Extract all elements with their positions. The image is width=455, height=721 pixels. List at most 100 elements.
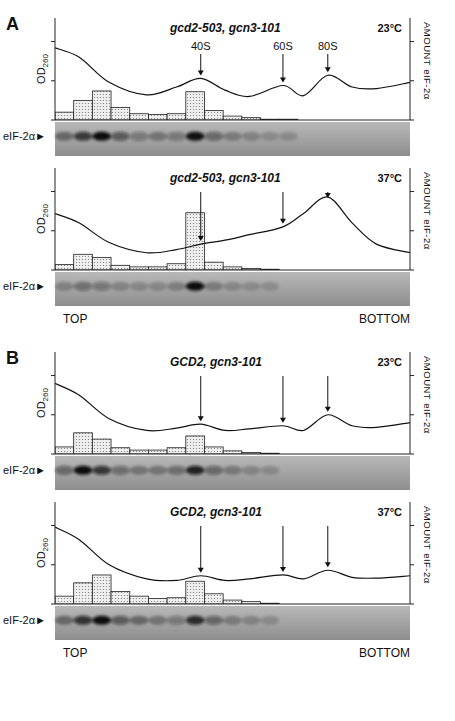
bar: [167, 448, 186, 454]
axes: [51, 352, 414, 454]
panel: 40S60S80Sgcd2-503, gcn3-10123°COD260AMOU…: [3, 14, 433, 156]
bar: [74, 583, 93, 604]
blot-band: [242, 616, 261, 625]
bar: [55, 265, 74, 270]
blot-band: [130, 616, 149, 625]
y2-axis: [410, 18, 411, 120]
arrow-head: [198, 568, 204, 573]
annotation-label: 40S: [191, 40, 211, 52]
blot-band: [261, 132, 280, 141]
bar: [92, 575, 111, 604]
blot-band: [204, 282, 223, 291]
bar: [111, 107, 130, 120]
bands: [55, 616, 279, 625]
bar: [204, 262, 223, 270]
x-axis: [55, 604, 410, 605]
blot-band: [111, 282, 130, 291]
y-tick: [51, 564, 55, 565]
blot-band: [261, 616, 280, 625]
blot-label: eIF-2α►: [3, 130, 46, 142]
y-tick: [51, 120, 55, 121]
blot-label: eIF-2α►: [3, 614, 46, 626]
blot-band: [261, 282, 280, 291]
blot-band: [55, 282, 74, 291]
panel-subtitle: 23°C: [377, 22, 402, 34]
blot-band: [242, 282, 261, 291]
arrow-head: [325, 562, 331, 567]
blot-band: [74, 132, 93, 141]
panel-letter: A: [6, 14, 19, 34]
y-tick: [51, 191, 55, 192]
y2-axis: [410, 168, 411, 270]
blot-band: [74, 616, 93, 625]
marks: [55, 527, 410, 604]
bar: [92, 439, 111, 454]
y2-axis: [410, 352, 411, 454]
blot-band: [92, 616, 111, 625]
bar: [55, 112, 74, 120]
arrow-head: [280, 418, 286, 423]
y-tick: [51, 375, 55, 376]
y2-tick: [410, 454, 414, 455]
annotation-arrow: [200, 376, 201, 417]
blot-band: [167, 282, 186, 291]
bands: [55, 466, 279, 475]
marks: [55, 197, 410, 270]
y-tick: [51, 604, 55, 605]
bands: [55, 132, 298, 141]
panel-title: gcd2-503, gcn3-101: [169, 21, 281, 35]
y2-label: AMOUNT eIF-2α: [422, 172, 433, 250]
blot-label: eIF-2α►: [3, 464, 46, 476]
arrow-head: [198, 236, 204, 241]
panel-letter: B: [6, 348, 19, 368]
blot-band: [148, 466, 167, 475]
arrow-head: [325, 407, 331, 412]
annotation-arrow: [200, 526, 201, 569]
blot-band: [167, 616, 186, 625]
annotation-arrow: [200, 192, 201, 237]
od260-curve: [55, 383, 410, 431]
arrow-head: [325, 193, 331, 198]
axes: [51, 502, 414, 604]
bar: [186, 213, 205, 270]
y-axis: [55, 168, 56, 270]
blot-band: [92, 282, 111, 291]
y-tick: [51, 41, 55, 42]
bar: [55, 447, 74, 454]
y-axis: [55, 18, 56, 120]
blot-band: [148, 616, 167, 625]
bar: [92, 91, 111, 120]
y-tick: [51, 270, 55, 271]
bar: [223, 600, 242, 604]
blot-band: [242, 466, 261, 475]
bar: [204, 111, 223, 120]
panel-title: gcd2-503, gcn3-101: [169, 171, 281, 185]
blot-strip: [55, 606, 410, 640]
blot-label: eIF-2α►: [3, 280, 46, 292]
x-end-label: BOTTOM: [359, 312, 410, 326]
annotation-label: 60S: [273, 40, 293, 52]
blot-band: [148, 282, 167, 291]
arrow-head: [198, 416, 204, 421]
y2-label: AMOUNT eIF-2α: [422, 22, 433, 100]
y2-axis: [410, 502, 411, 604]
bar: [223, 116, 242, 120]
marks: [55, 383, 410, 454]
arrow-head: [325, 67, 331, 72]
y-label: OD260: [35, 204, 50, 234]
od260-curve: [55, 48, 410, 97]
panel-subtitle: 37°C: [377, 506, 402, 518]
annotation-arrow: [282, 376, 283, 419]
bar: [74, 254, 93, 270]
blot-band: [186, 132, 205, 141]
blot-band: [204, 132, 223, 141]
bar: [74, 100, 93, 120]
bar: [92, 257, 111, 270]
x-axis: [55, 454, 410, 455]
arrow-head: [280, 567, 286, 572]
y-label: OD260: [35, 54, 50, 84]
y-label: OD260: [35, 388, 50, 418]
blot-band: [223, 132, 242, 141]
axes: [51, 168, 414, 270]
blot-band: [148, 132, 167, 141]
